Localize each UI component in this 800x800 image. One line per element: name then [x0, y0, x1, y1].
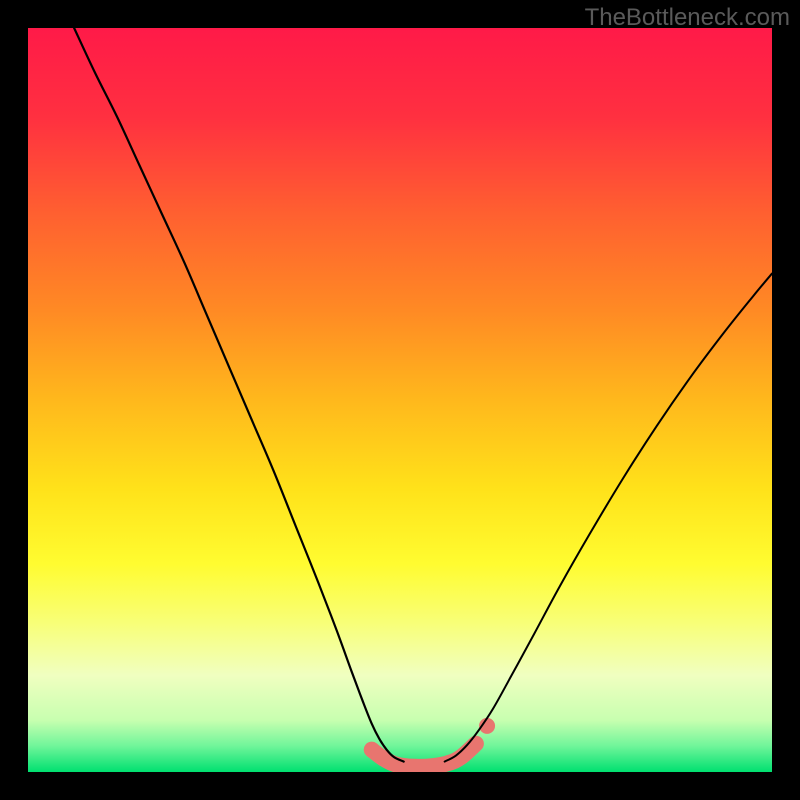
chart-plot-area — [28, 28, 772, 772]
watermark-text: TheBottleneck.com — [585, 4, 790, 32]
chart-container: TheBottleneck.com — [0, 0, 800, 800]
gradient-background — [28, 28, 772, 772]
